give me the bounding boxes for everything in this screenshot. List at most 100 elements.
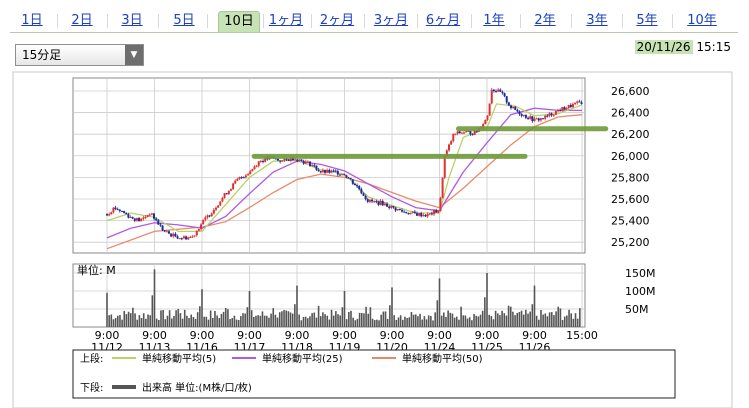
tab-3[interactable]: 5日 — [173, 13, 195, 28]
volume-bar — [116, 315, 119, 327]
candle-body — [349, 178, 352, 180]
tab-13[interactable]: 10年 — [687, 13, 717, 28]
volume-bar — [136, 319, 139, 327]
volume-bar — [123, 311, 126, 327]
volume-bar — [436, 300, 439, 327]
volume-bar — [367, 313, 370, 327]
legend-swatch-volume — [112, 385, 136, 389]
candle-body — [334, 170, 337, 172]
volume-bar — [222, 311, 225, 327]
candle-body — [242, 177, 245, 179]
candle-body — [531, 116, 534, 122]
volume-bar — [155, 318, 158, 327]
tab-9[interactable]: 1年 — [483, 13, 505, 28]
tab-10[interactable]: 2年 — [534, 13, 556, 28]
volume-bar — [382, 311, 385, 327]
volume-bar — [231, 318, 234, 327]
volume-bar — [414, 314, 417, 327]
timestamp-time: 15:15 — [696, 40, 731, 54]
candle-body — [129, 216, 132, 218]
candle-body — [471, 134, 474, 136]
volume-bar — [529, 311, 531, 327]
volume-bar — [440, 315, 443, 327]
candle-body — [448, 144, 450, 151]
candle-body — [394, 207, 397, 211]
volume-bar — [190, 314, 193, 327]
candle-body — [557, 110, 560, 112]
candle-body — [281, 160, 284, 162]
volume-bar — [175, 310, 177, 327]
volume-bar — [427, 315, 430, 327]
candle-body — [262, 160, 265, 162]
candle-body — [148, 214, 151, 216]
tab-2[interactable]: 3日 — [121, 13, 143, 28]
volume-bar — [134, 313, 136, 327]
tab-4[interactable]: 10日 — [218, 11, 260, 32]
candle-body — [571, 104, 574, 108]
tab-0[interactable]: 1日 — [21, 13, 43, 28]
volume-bar — [496, 313, 499, 327]
candle-body — [345, 175, 348, 178]
tab-12[interactable]: 5年 — [636, 13, 658, 28]
tab-5[interactable]: 1ヶ月 — [268, 13, 304, 28]
candle-body — [405, 211, 408, 214]
volume-bar — [572, 318, 575, 327]
candle-body — [330, 170, 333, 173]
volume-bar — [315, 317, 318, 327]
candle-body — [435, 210, 438, 213]
price-tick-label: 26,000 — [611, 150, 650, 163]
volume-bar — [419, 313, 421, 327]
volume-bar — [309, 316, 311, 327]
candle-body — [300, 159, 303, 161]
volume-bar — [142, 313, 145, 327]
volume-bar — [145, 318, 147, 327]
volume-tick-label: 150M — [625, 267, 656, 280]
volume-bar — [520, 310, 523, 327]
candle-body — [249, 171, 252, 175]
volume-bar — [477, 316, 480, 327]
volume-bar — [276, 317, 279, 327]
chevron-down-icon[interactable]: ▼ — [125, 45, 143, 65]
candle-body — [120, 210, 123, 212]
volume-bar — [406, 318, 408, 327]
candle-body — [516, 109, 519, 112]
candle-body — [450, 141, 453, 145]
tab-11[interactable]: 3年 — [586, 13, 608, 28]
volume-bar — [147, 314, 149, 327]
tab-separator — [57, 14, 58, 28]
volume-bar — [395, 319, 398, 327]
volume-bar — [127, 311, 130, 327]
candle-body — [176, 236, 179, 239]
candle-body — [356, 185, 359, 187]
candle-body — [206, 215, 209, 218]
volume-bar — [447, 310, 449, 327]
candle-body — [202, 219, 205, 225]
candle-body — [116, 209, 119, 211]
candle-body — [418, 213, 421, 216]
candle-body — [309, 161, 312, 167]
volume-bar — [345, 319, 348, 327]
tab-6[interactable]: 2ヶ月 — [319, 13, 355, 28]
candle-body — [454, 133, 457, 135]
volume-bar — [149, 315, 151, 327]
volume-bar — [224, 308, 227, 327]
volume-bar — [227, 309, 229, 327]
candle-body — [430, 213, 433, 215]
volume-bar — [371, 318, 374, 327]
volume-bar — [376, 319, 378, 327]
volume-bar — [235, 319, 238, 327]
volume-bar — [192, 316, 195, 327]
candle-body — [469, 131, 472, 135]
volume-bar — [507, 305, 510, 327]
tab-8[interactable]: 6ヶ月 — [425, 13, 461, 28]
volume-bar — [322, 312, 324, 327]
candle-body — [565, 108, 568, 110]
candle-body — [561, 107, 564, 112]
candle-body — [507, 102, 510, 106]
interval-select[interactable]: 15分足 ▼ — [15, 44, 144, 66]
tab-1[interactable]: 2日 — [71, 13, 93, 28]
candle-body — [204, 217, 207, 220]
tab-7[interactable]: 3ヶ月 — [373, 13, 409, 28]
tab-separator — [622, 14, 623, 28]
